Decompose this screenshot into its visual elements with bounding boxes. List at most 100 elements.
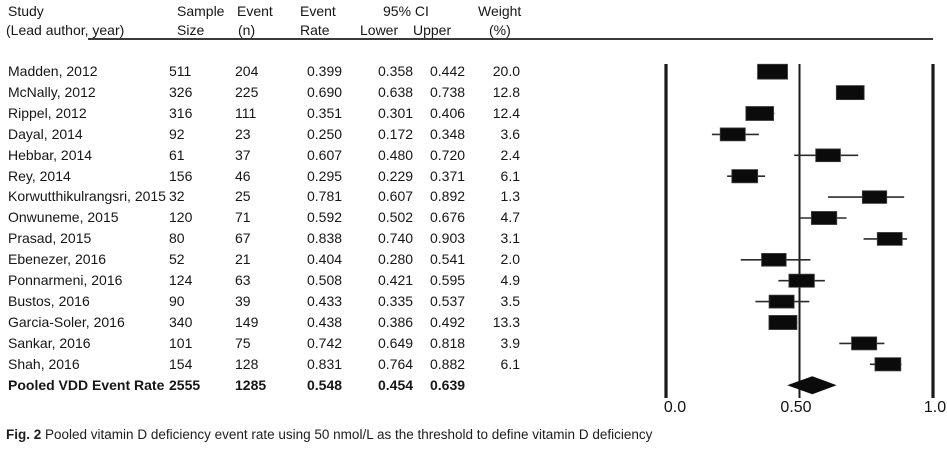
event-count-cell: 25 — [235, 188, 251, 205]
sample-size-cell: 92 — [169, 125, 185, 142]
event-rate-cell: 0.607 — [307, 146, 343, 163]
ci-lower-cell: 0.229 — [378, 167, 414, 184]
event-count-cell: 204 — [235, 63, 259, 79]
event-count-cell: 128 — [235, 355, 259, 372]
col-header-weight-line1: Weight — [478, 3, 522, 19]
table-row: Shah, 2016 154 128 0.831 0.764 0.882 6.1 — [0, 354, 645, 375]
ci-upper-cell: 0.818 — [430, 334, 466, 351]
table-row: Prasad, 2015 80 67 0.838 0.740 0.903 3.1 — [0, 228, 645, 249]
study-name-cell: Garcia-Soler, 2016 — [8, 313, 125, 330]
study-name-cell: Madden, 2012 — [8, 63, 98, 79]
event-rate-cell: 0.592 — [307, 209, 343, 226]
sample-size-cell: 32 — [169, 188, 185, 205]
study-point-box — [815, 148, 841, 163]
ci-lower-cell: 0.335 — [378, 292, 414, 309]
col-header-ci: 95% CI — [383, 3, 429, 19]
weight-cell: 3.6 — [500, 125, 520, 142]
study-name-cell: Shah, 2016 — [8, 355, 80, 372]
ci-upper-cell: 0.882 — [430, 355, 466, 372]
ci-lower-cell: 0.502 — [378, 209, 414, 226]
x-axis-tick-2: 1.0 — [923, 399, 947, 416]
event-count-cell: 63 — [235, 272, 251, 288]
study-name-cell: Hebbar, 2014 — [8, 146, 93, 163]
pooled-diamond — [787, 376, 837, 395]
study-point-box — [876, 232, 903, 246]
col-header-study-line2: (Lead author, year) — [6, 22, 125, 38]
ci-upper-cell: 0.738 — [430, 83, 466, 100]
ci-lower-cell: 0.172 — [378, 125, 414, 142]
weight-cell: 12.8 — [492, 83, 520, 100]
event-rate-cell: 0.742 — [307, 334, 343, 351]
study-point-box — [861, 190, 888, 204]
study-name-cell: Rippel, 2012 — [8, 104, 87, 121]
table-row: Dayal, 2014 92 23 0.250 0.172 0.348 3.6 — [0, 124, 645, 145]
event-rate-cell: 0.690 — [307, 83, 343, 100]
col-header-ci-upper: Upper — [413, 22, 452, 38]
study-point-box — [761, 253, 787, 267]
ci-upper-cell: 0.348 — [430, 125, 466, 142]
weight-cell: 4.9 — [500, 272, 520, 288]
study-point-box — [719, 127, 746, 142]
table-row: Korwutthikulrangsri, 2015 32 25 0.781 0.… — [0, 186, 645, 207]
sample-size-cell: 61 — [169, 146, 185, 163]
event-rate-cell: 0.438 — [307, 313, 343, 330]
event-count-cell: 37 — [235, 146, 251, 163]
study-name-cell: Prasad, 2015 — [8, 230, 92, 247]
weight-cell: 6.1 — [500, 355, 520, 372]
col-header-weight-line2: (%) — [489, 22, 511, 38]
study-name-cell: Sankar, 2016 — [8, 334, 91, 351]
sample-size-cell: 340 — [169, 313, 193, 330]
col-header-sample-line1: Sample — [177, 3, 225, 19]
col-header-study-line1: Study — [8, 3, 44, 19]
event-rate-cell: 0.548 — [307, 376, 343, 393]
sample-size-cell: 326 — [169, 83, 193, 100]
figure-caption: Fig. 2 Pooled vitamin D deficiency event… — [6, 426, 652, 443]
sample-size-cell: 511 — [169, 63, 192, 79]
ci-lower-cell: 0.421 — [378, 272, 414, 288]
event-count-cell: 71 — [235, 209, 251, 226]
study-point-box — [810, 211, 838, 225]
weight-cell: 2.4 — [500, 146, 520, 163]
study-name-cell: Dayal, 2014 — [8, 125, 83, 142]
col-header-event-line1: Event — [237, 3, 273, 19]
weight-cell: 12.4 — [492, 104, 520, 121]
event-count-cell: 67 — [235, 230, 251, 247]
study-name-cell: Rey, 2014 — [8, 167, 71, 184]
sample-size-cell: 316 — [169, 104, 193, 121]
sample-size-cell: 2555 — [169, 376, 201, 393]
event-rate-cell: 0.831 — [307, 355, 343, 372]
event-rate-cell: 0.508 — [307, 272, 343, 288]
table-row: Garcia-Soler, 2016 340 149 0.438 0.386 0… — [0, 312, 645, 333]
sample-size-cell: 52 — [169, 251, 185, 268]
table-row: McNally, 2012 326 225 0.690 0.638 0.738 … — [0, 82, 645, 103]
table-row: Ponnarmeni, 2016 124 63 0.508 0.421 0.59… — [0, 270, 645, 291]
study-name-cell: Korwutthikulrangsri, 2015 — [8, 188, 166, 205]
ci-lower-cell: 0.358 — [378, 63, 414, 79]
weight-cell: 6.1 — [500, 167, 520, 184]
event-count-cell: 225 — [235, 83, 259, 100]
ci-upper-cell: 0.492 — [430, 313, 466, 330]
study-point-box — [851, 336, 878, 351]
ci-upper-cell: 0.406 — [430, 104, 466, 121]
ci-upper-cell: 0.442 — [430, 63, 466, 79]
event-count-cell: 39 — [235, 292, 251, 309]
ci-upper-cell: 0.639 — [430, 376, 466, 393]
weight-cell: 2.0 — [500, 251, 520, 268]
study-name-cell: Pooled VDD Event Rate — [8, 376, 165, 393]
ci-upper-cell: 0.720 — [430, 146, 466, 163]
study-point-box — [788, 273, 815, 288]
sample-size-cell: 90 — [169, 292, 185, 309]
study-point-box — [768, 294, 795, 309]
ci-lower-cell: 0.740 — [378, 230, 414, 247]
table-row: Onwuneme, 2015 120 71 0.592 0.502 0.676 … — [0, 207, 645, 228]
study-point-box — [874, 357, 902, 372]
ci-upper-cell: 0.903 — [430, 230, 466, 247]
header-underline — [88, 38, 933, 40]
sample-size-cell: 80 — [169, 230, 185, 247]
ci-upper-cell: 0.595 — [430, 272, 466, 288]
col-header-ci-lower: Lower — [360, 22, 399, 38]
ci-lower-cell: 0.764 — [378, 355, 414, 372]
event-rate-cell: 0.404 — [307, 251, 343, 268]
col-header-sample-line2: Size — [177, 22, 205, 38]
ci-lower-cell: 0.454 — [378, 376, 414, 393]
